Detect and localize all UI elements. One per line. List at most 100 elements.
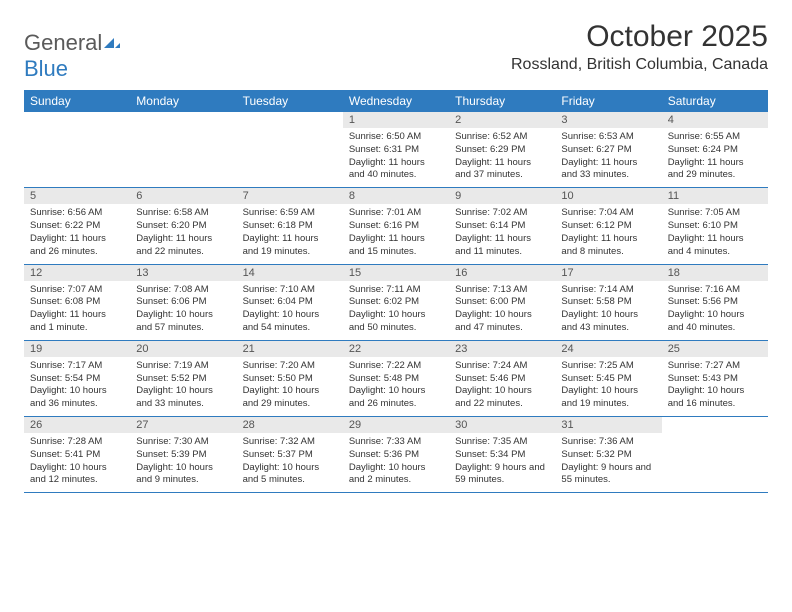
sunset-line: Sunset: 5:46 PM (455, 373, 549, 386)
calendar-cell: 23Sunrise: 7:24 AMSunset: 5:46 PMDayligh… (449, 341, 555, 416)
sunset-line: Sunset: 5:37 PM (243, 449, 337, 462)
day-number: 17 (555, 265, 661, 281)
calendar-cell: 14Sunrise: 7:10 AMSunset: 6:04 PMDayligh… (237, 265, 343, 340)
day-details: Sunrise: 7:01 AMSunset: 6:16 PMDaylight:… (343, 204, 449, 263)
sunrise-line: Sunrise: 6:59 AM (243, 207, 337, 220)
day-number: 25 (662, 341, 768, 357)
day-number: 27 (130, 417, 236, 433)
day-details (24, 128, 130, 136)
day-details: Sunrise: 7:17 AMSunset: 5:54 PMDaylight:… (24, 357, 130, 416)
logo-sail-icon (102, 30, 122, 44)
day-number: 7 (237, 188, 343, 204)
sunset-line: Sunset: 6:04 PM (243, 296, 337, 309)
day-details: Sunrise: 7:24 AMSunset: 5:46 PMDaylight:… (449, 357, 555, 416)
day-of-week-label: Monday (130, 90, 236, 112)
calendar-cell: 27Sunrise: 7:30 AMSunset: 5:39 PMDayligh… (130, 417, 236, 492)
location: Rossland, British Columbia, Canada (511, 56, 768, 74)
calendar-week: 1Sunrise: 6:50 AMSunset: 6:31 PMDaylight… (24, 112, 768, 188)
day-details (662, 433, 768, 441)
sunrise-line: Sunrise: 7:22 AM (349, 360, 443, 373)
sunset-line: Sunset: 5:36 PM (349, 449, 443, 462)
day-number: 9 (449, 188, 555, 204)
calendar-cell: 19Sunrise: 7:17 AMSunset: 5:54 PMDayligh… (24, 341, 130, 416)
calendar-cell: 25Sunrise: 7:27 AMSunset: 5:43 PMDayligh… (662, 341, 768, 416)
daylight-line: Daylight: 10 hours and 2 minutes. (349, 462, 443, 488)
daylight-line: Daylight: 11 hours and 22 minutes. (136, 233, 230, 259)
day-details (237, 128, 343, 136)
calendar-cell (237, 112, 343, 187)
daylight-line: Daylight: 10 hours and 57 minutes. (136, 309, 230, 335)
logo: GeneralBlue (24, 20, 122, 82)
daylight-line: Daylight: 10 hours and 47 minutes. (455, 309, 549, 335)
calendar-cell: 12Sunrise: 7:07 AMSunset: 6:08 PMDayligh… (24, 265, 130, 340)
day-number (237, 112, 343, 128)
day-of-week-label: Saturday (662, 90, 768, 112)
day-number: 15 (343, 265, 449, 281)
day-number: 1 (343, 112, 449, 128)
calendar-cell: 2Sunrise: 6:52 AMSunset: 6:29 PMDaylight… (449, 112, 555, 187)
day-number (24, 112, 130, 128)
sunrise-line: Sunrise: 7:27 AM (668, 360, 762, 373)
sunrise-line: Sunrise: 7:13 AM (455, 284, 549, 297)
sunset-line: Sunset: 5:56 PM (668, 296, 762, 309)
day-number: 20 (130, 341, 236, 357)
calendar-cell: 15Sunrise: 7:11 AMSunset: 6:02 PMDayligh… (343, 265, 449, 340)
day-number: 13 (130, 265, 236, 281)
daylight-line: Daylight: 10 hours and 9 minutes. (136, 462, 230, 488)
sunset-line: Sunset: 5:48 PM (349, 373, 443, 386)
daylight-line: Daylight: 10 hours and 26 minutes. (349, 385, 443, 411)
calendar-cell: 4Sunrise: 6:55 AMSunset: 6:24 PMDaylight… (662, 112, 768, 187)
sunset-line: Sunset: 5:52 PM (136, 373, 230, 386)
day-number: 10 (555, 188, 661, 204)
sunset-line: Sunset: 6:10 PM (668, 220, 762, 233)
day-details: Sunrise: 6:55 AMSunset: 6:24 PMDaylight:… (662, 128, 768, 187)
calendar-cell: 24Sunrise: 7:25 AMSunset: 5:45 PMDayligh… (555, 341, 661, 416)
day-details: Sunrise: 7:19 AMSunset: 5:52 PMDaylight:… (130, 357, 236, 416)
day-details: Sunrise: 7:32 AMSunset: 5:37 PMDaylight:… (237, 433, 343, 492)
calendar-cell: 26Sunrise: 7:28 AMSunset: 5:41 PMDayligh… (24, 417, 130, 492)
daylight-line: Daylight: 10 hours and 50 minutes. (349, 309, 443, 335)
sunset-line: Sunset: 5:32 PM (561, 449, 655, 462)
sunrise-line: Sunrise: 7:05 AM (668, 207, 762, 220)
sunrise-line: Sunrise: 6:58 AM (136, 207, 230, 220)
day-details: Sunrise: 7:27 AMSunset: 5:43 PMDaylight:… (662, 357, 768, 416)
day-number: 11 (662, 188, 768, 204)
calendar-week: 19Sunrise: 7:17 AMSunset: 5:54 PMDayligh… (24, 341, 768, 417)
sunset-line: Sunset: 6:31 PM (349, 144, 443, 157)
page-title: October 2025 (511, 20, 768, 54)
daylight-line: Daylight: 10 hours and 5 minutes. (243, 462, 337, 488)
sunset-line: Sunset: 6:14 PM (455, 220, 549, 233)
daylight-line: Daylight: 11 hours and 37 minutes. (455, 157, 549, 183)
day-details: Sunrise: 6:58 AMSunset: 6:20 PMDaylight:… (130, 204, 236, 263)
day-details: Sunrise: 7:10 AMSunset: 6:04 PMDaylight:… (237, 281, 343, 340)
sunrise-line: Sunrise: 7:07 AM (30, 284, 124, 297)
day-number: 23 (449, 341, 555, 357)
day-details: Sunrise: 7:20 AMSunset: 5:50 PMDaylight:… (237, 357, 343, 416)
calendar-cell: 5Sunrise: 6:56 AMSunset: 6:22 PMDaylight… (24, 188, 130, 263)
day-of-week-label: Wednesday (343, 90, 449, 112)
day-number: 24 (555, 341, 661, 357)
day-number: 19 (24, 341, 130, 357)
logo-text: GeneralBlue (24, 30, 122, 82)
day-number: 2 (449, 112, 555, 128)
logo-text-general: General (24, 30, 102, 55)
calendar-cell: 20Sunrise: 7:19 AMSunset: 5:52 PMDayligh… (130, 341, 236, 416)
day-details: Sunrise: 7:25 AMSunset: 5:45 PMDaylight:… (555, 357, 661, 416)
daylight-line: Daylight: 11 hours and 15 minutes. (349, 233, 443, 259)
daylight-line: Daylight: 11 hours and 29 minutes. (668, 157, 762, 183)
day-details: Sunrise: 7:28 AMSunset: 5:41 PMDaylight:… (24, 433, 130, 492)
sunrise-line: Sunrise: 7:04 AM (561, 207, 655, 220)
sunset-line: Sunset: 5:45 PM (561, 373, 655, 386)
day-details: Sunrise: 6:59 AMSunset: 6:18 PMDaylight:… (237, 204, 343, 263)
sunset-line: Sunset: 6:12 PM (561, 220, 655, 233)
daylight-line: Daylight: 11 hours and 26 minutes. (30, 233, 124, 259)
day-number: 22 (343, 341, 449, 357)
calendar-week: 12Sunrise: 7:07 AMSunset: 6:08 PMDayligh… (24, 265, 768, 341)
day-details: Sunrise: 6:53 AMSunset: 6:27 PMDaylight:… (555, 128, 661, 187)
calendar-cell: 3Sunrise: 6:53 AMSunset: 6:27 PMDaylight… (555, 112, 661, 187)
day-number: 8 (343, 188, 449, 204)
sunrise-line: Sunrise: 7:08 AM (136, 284, 230, 297)
sunrise-line: Sunrise: 7:16 AM (668, 284, 762, 297)
calendar-cell: 17Sunrise: 7:14 AMSunset: 5:58 PMDayligh… (555, 265, 661, 340)
day-of-week-label: Sunday (24, 90, 130, 112)
